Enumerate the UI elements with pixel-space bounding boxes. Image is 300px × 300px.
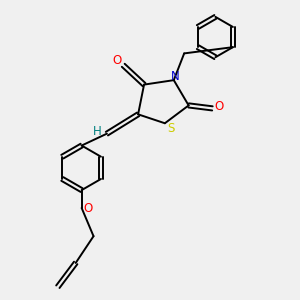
Text: S: S (167, 122, 175, 135)
Text: H: H (93, 125, 102, 138)
Text: O: O (214, 100, 224, 113)
Text: N: N (171, 70, 180, 83)
Text: O: O (112, 54, 121, 67)
Text: O: O (84, 202, 93, 215)
